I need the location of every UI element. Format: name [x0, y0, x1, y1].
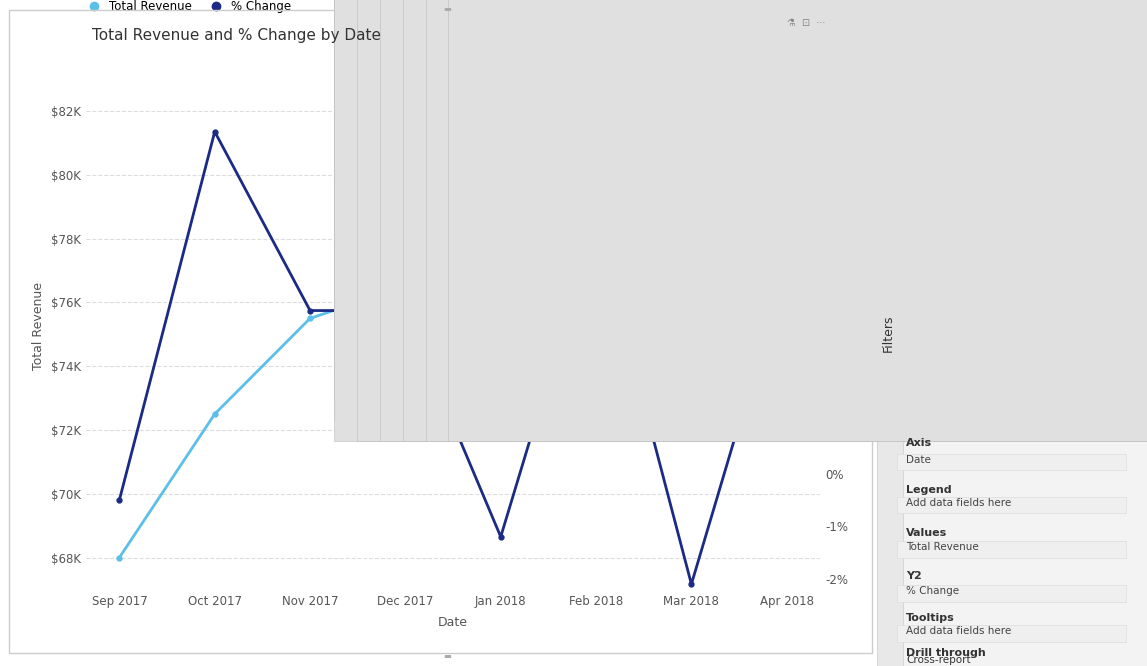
Text: Add data fields here: Add data fields here: [906, 498, 1012, 508]
Text: Legend: Legend: [906, 485, 952, 495]
Text: Drill through: Drill through: [906, 648, 986, 658]
Text: % Change: % Change: [906, 586, 959, 597]
Text: ▬: ▬: [444, 5, 451, 15]
Text: Total Revenue and % Change by Date: Total Revenue and % Change by Date: [92, 28, 381, 43]
Text: Filters: Filters: [881, 314, 895, 352]
Text: Y2: Y2: [906, 571, 922, 581]
Legend: Total Revenue, % Change: Total Revenue, % Change: [77, 0, 296, 18]
Text: Date: Date: [906, 454, 931, 465]
Text: Add data fields here: Add data fields here: [906, 626, 1012, 637]
X-axis label: Date: Date: [438, 616, 468, 629]
Text: Tooltips: Tooltips: [906, 613, 955, 623]
Text: ▬: ▬: [444, 651, 451, 661]
Text: Total Revenue: Total Revenue: [906, 542, 978, 553]
Text: Cross-report: Cross-report: [906, 655, 970, 665]
Text: ⚗  ⊡  ···: ⚗ ⊡ ···: [787, 18, 826, 29]
Text: Values: Values: [906, 528, 947, 538]
Text: Axis: Axis: [906, 438, 933, 448]
Y-axis label: Total Revenue: Total Revenue: [32, 282, 46, 370]
